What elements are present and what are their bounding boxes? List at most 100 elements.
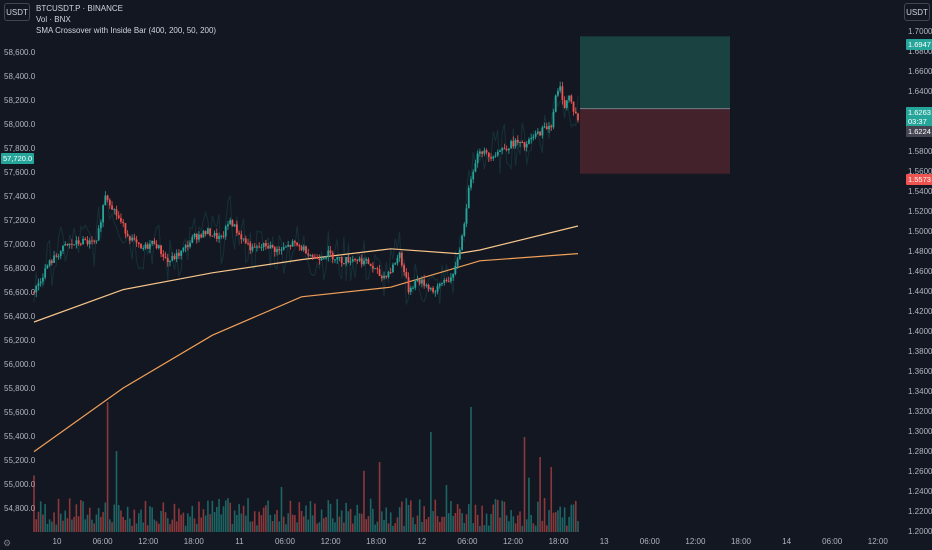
- candle-body: [144, 244, 147, 249]
- candle-body: [383, 275, 385, 279]
- candle-body: [122, 221, 125, 224]
- candle-body: [407, 277, 410, 293]
- volume-bar: [249, 521, 252, 532]
- candle-body: [256, 246, 258, 248]
- volume-bar: [44, 504, 46, 532]
- volume-bar: [318, 522, 321, 532]
- legend-volume[interactable]: Vol · BNX: [36, 15, 71, 24]
- volume-bar: [454, 512, 457, 532]
- left-axis-tick: 56,400.0: [4, 312, 36, 321]
- volume-bar: [403, 525, 405, 532]
- volume-bar: [222, 506, 225, 532]
- stop-loss-zone: [580, 108, 730, 174]
- candle-body: [296, 242, 298, 246]
- volume-bar: [216, 507, 218, 532]
- candle-body: [251, 246, 254, 251]
- volume-bar: [545, 525, 548, 532]
- x-axis-tick: 14: [782, 537, 791, 546]
- candle-body: [385, 275, 388, 278]
- volume-bar: [271, 521, 274, 532]
- volume-bar: [356, 504, 359, 532]
- legend-indicator[interactable]: SMA Crossover with Inside Bar (400, 200,…: [36, 26, 217, 35]
- candle-body: [322, 258, 325, 260]
- volume-bar: [488, 525, 490, 532]
- candle-body: [557, 90, 559, 96]
- candle-body: [91, 240, 93, 242]
- right-axis-tick: 1.7000: [908, 27, 932, 36]
- volume-bar: [236, 515, 238, 532]
- volume-bar: [209, 514, 211, 532]
- volume-bar: [160, 510, 162, 532]
- volume-bar: [570, 504, 573, 532]
- volume-bar: [387, 523, 390, 532]
- candle-body: [291, 241, 294, 247]
- volume-bar: [530, 514, 532, 532]
- candle-body: [367, 259, 370, 264]
- left-axis-tick: 54,800.0: [4, 504, 36, 513]
- candle-body: [539, 131, 541, 136]
- volume-bar: [269, 514, 272, 532]
- volume-bar: [253, 511, 256, 532]
- candle-body: [135, 239, 138, 243]
- volume-bar: [124, 519, 127, 532]
- right-axis-tick: 1.4400: [908, 287, 932, 296]
- volume-bar: [238, 504, 240, 532]
- right-axis-tick: 1.3200: [908, 407, 932, 416]
- volume-bar: [436, 516, 439, 532]
- candle-body: [432, 287, 434, 292]
- volume-bar: [287, 513, 289, 532]
- volume-bar: [517, 515, 519, 532]
- volume-bar: [195, 523, 198, 532]
- volume-bar: [200, 517, 203, 532]
- right-axis-tick: 1.3400: [908, 387, 932, 396]
- candle-body: [307, 253, 310, 256]
- volume-bar: [224, 500, 227, 532]
- volume-bar: [561, 517, 564, 532]
- candle-body: [57, 256, 60, 258]
- left-axis-tick: 56,200.0: [4, 336, 36, 345]
- volume-bar: [91, 519, 93, 532]
- volume-bar: [33, 475, 35, 532]
- volume-bar: [409, 500, 412, 532]
- candle-body: [273, 247, 276, 252]
- candle-body: [530, 137, 533, 140]
- volume-bar: [260, 515, 263, 532]
- x-axis-tick: 06:00: [93, 537, 114, 546]
- volume-bar: [467, 504, 470, 532]
- volume-bar: [276, 510, 278, 532]
- candle-body: [378, 269, 381, 277]
- left-currency-button[interactable]: USDT: [4, 3, 30, 21]
- candle-body: [503, 148, 506, 150]
- legend-symbol[interactable]: BTCUSDT.P · BINANCE: [36, 4, 123, 13]
- gear-icon[interactable]: ⚙: [2, 537, 12, 548]
- volume-bar: [73, 516, 75, 532]
- volume-bar: [483, 525, 486, 532]
- volume-bar: [423, 506, 425, 532]
- volume-bar: [461, 513, 463, 532]
- candle-body: [193, 233, 196, 238]
- candle-body: [155, 244, 158, 249]
- right-axis-tick: 1.2600: [908, 467, 932, 476]
- candle-body: [247, 243, 249, 245]
- volume-bar: [245, 515, 247, 532]
- volume-bar: [534, 525, 537, 532]
- candle-body: [403, 265, 405, 272]
- volume-bar: [514, 523, 517, 532]
- volume-bar: [369, 498, 372, 532]
- candle-body: [104, 195, 107, 206]
- volume-bar: [198, 501, 200, 532]
- volume-bar: [472, 523, 475, 532]
- candle-body: [269, 245, 272, 249]
- candle-body: [79, 243, 82, 245]
- volume-bar: [202, 509, 205, 532]
- candle-body: [343, 263, 345, 265]
- volume-bar: [476, 514, 479, 532]
- volume-bar: [278, 521, 281, 532]
- candle-body: [311, 255, 314, 257]
- volume-bar: [57, 498, 60, 532]
- volume-bar: [267, 500, 269, 532]
- volume-bar: [55, 524, 58, 532]
- candle-body: [465, 208, 468, 224]
- right-currency-button[interactable]: USDT: [904, 3, 930, 21]
